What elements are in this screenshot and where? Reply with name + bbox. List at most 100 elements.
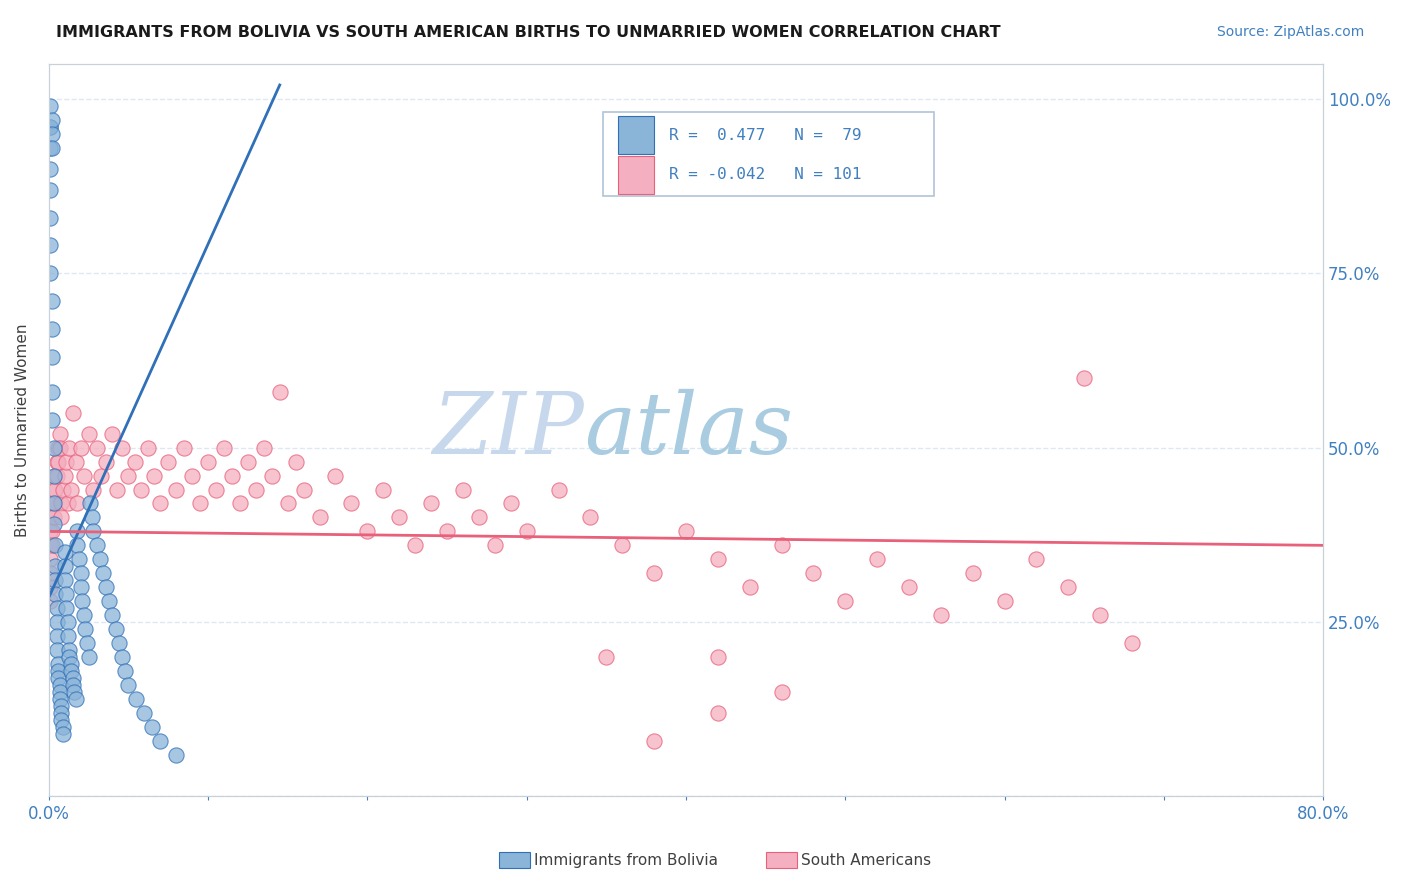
- Point: [75, 622, 97, 636]
- Point: [52, 727, 75, 741]
- Point: [77, 649, 100, 664]
- Point: [51, 510, 73, 524]
- Point: [1121, 636, 1143, 650]
- Point: [62, 406, 84, 420]
- Point: [292, 483, 315, 497]
- Point: [101, 608, 124, 623]
- Point: [46, 657, 69, 671]
- Point: [39, 524, 62, 539]
- Point: [675, 524, 697, 539]
- Point: [340, 496, 363, 510]
- Point: [114, 664, 136, 678]
- Point: [39, 211, 62, 225]
- Point: [49, 685, 72, 699]
- Point: [612, 538, 634, 552]
- Point: [53, 559, 76, 574]
- Point: [141, 720, 163, 734]
- Point: [44, 538, 66, 552]
- Point: [82, 524, 104, 539]
- Point: [41, 112, 63, 127]
- Point: [65, 455, 87, 469]
- Point: [44, 559, 66, 574]
- Point: [1073, 371, 1095, 385]
- Point: [94, 455, 117, 469]
- Point: [269, 384, 291, 399]
- Point: [65, 691, 87, 706]
- Point: [90, 468, 112, 483]
- Point: [770, 685, 793, 699]
- Point: [45, 615, 67, 629]
- Point: [89, 552, 111, 566]
- Point: [770, 538, 793, 552]
- Point: [42, 496, 65, 510]
- Point: [149, 733, 172, 747]
- Point: [45, 629, 67, 643]
- Point: [149, 496, 172, 510]
- Point: [70, 594, 93, 608]
- Point: [45, 601, 67, 615]
- Point: [803, 566, 825, 581]
- Point: [1088, 608, 1111, 623]
- Point: [124, 455, 146, 469]
- Point: [388, 510, 411, 524]
- Point: [56, 496, 79, 510]
- Point: [499, 496, 522, 510]
- Text: South Americans: South Americans: [801, 854, 932, 868]
- Point: [404, 538, 426, 552]
- Point: [253, 441, 276, 455]
- Point: [157, 455, 180, 469]
- Point: [451, 483, 474, 497]
- Point: [39, 552, 62, 566]
- Point: [42, 483, 65, 497]
- Point: [73, 608, 96, 623]
- Point: [63, 685, 86, 699]
- Point: [45, 455, 67, 469]
- Point: [308, 510, 330, 524]
- FancyBboxPatch shape: [619, 116, 654, 154]
- Point: [579, 510, 602, 524]
- Point: [39, 266, 62, 280]
- Point: [51, 496, 73, 510]
- Point: [221, 468, 243, 483]
- Point: [39, 183, 62, 197]
- Point: [80, 510, 103, 524]
- Point: [136, 441, 159, 455]
- Point: [86, 538, 108, 552]
- Point: [49, 426, 72, 441]
- Point: [62, 671, 84, 685]
- Point: [42, 496, 65, 510]
- Point: [69, 580, 91, 594]
- Point: [77, 426, 100, 441]
- Point: [325, 468, 347, 483]
- Point: [60, 664, 83, 678]
- Point: [44, 587, 66, 601]
- Point: [993, 594, 1015, 608]
- Point: [53, 545, 76, 559]
- Point: [484, 538, 506, 552]
- Point: [69, 566, 91, 581]
- Text: Source: ZipAtlas.com: Source: ZipAtlas.com: [1216, 25, 1364, 39]
- Point: [897, 580, 920, 594]
- Point: [707, 552, 730, 566]
- Point: [129, 483, 152, 497]
- Point: [39, 538, 62, 552]
- Point: [41, 510, 63, 524]
- Point: [108, 636, 131, 650]
- Point: [49, 441, 72, 455]
- Point: [39, 120, 62, 134]
- Point: [52, 720, 75, 734]
- Point: [94, 580, 117, 594]
- Point: [39, 566, 62, 581]
- Point: [51, 713, 73, 727]
- Point: [79, 496, 101, 510]
- FancyBboxPatch shape: [619, 156, 654, 194]
- Point: [58, 441, 80, 455]
- Point: [41, 384, 63, 399]
- Point: [866, 552, 889, 566]
- Point: [547, 483, 569, 497]
- Text: IMMIGRANTS FROM BOLIVIA VS SOUTH AMERICAN BIRTHS TO UNMARRIED WOMEN CORRELATION : IMMIGRANTS FROM BOLIVIA VS SOUTH AMERICA…: [56, 25, 1001, 40]
- Point: [245, 483, 267, 497]
- FancyBboxPatch shape: [603, 112, 935, 196]
- Point: [236, 455, 259, 469]
- Point: [76, 636, 98, 650]
